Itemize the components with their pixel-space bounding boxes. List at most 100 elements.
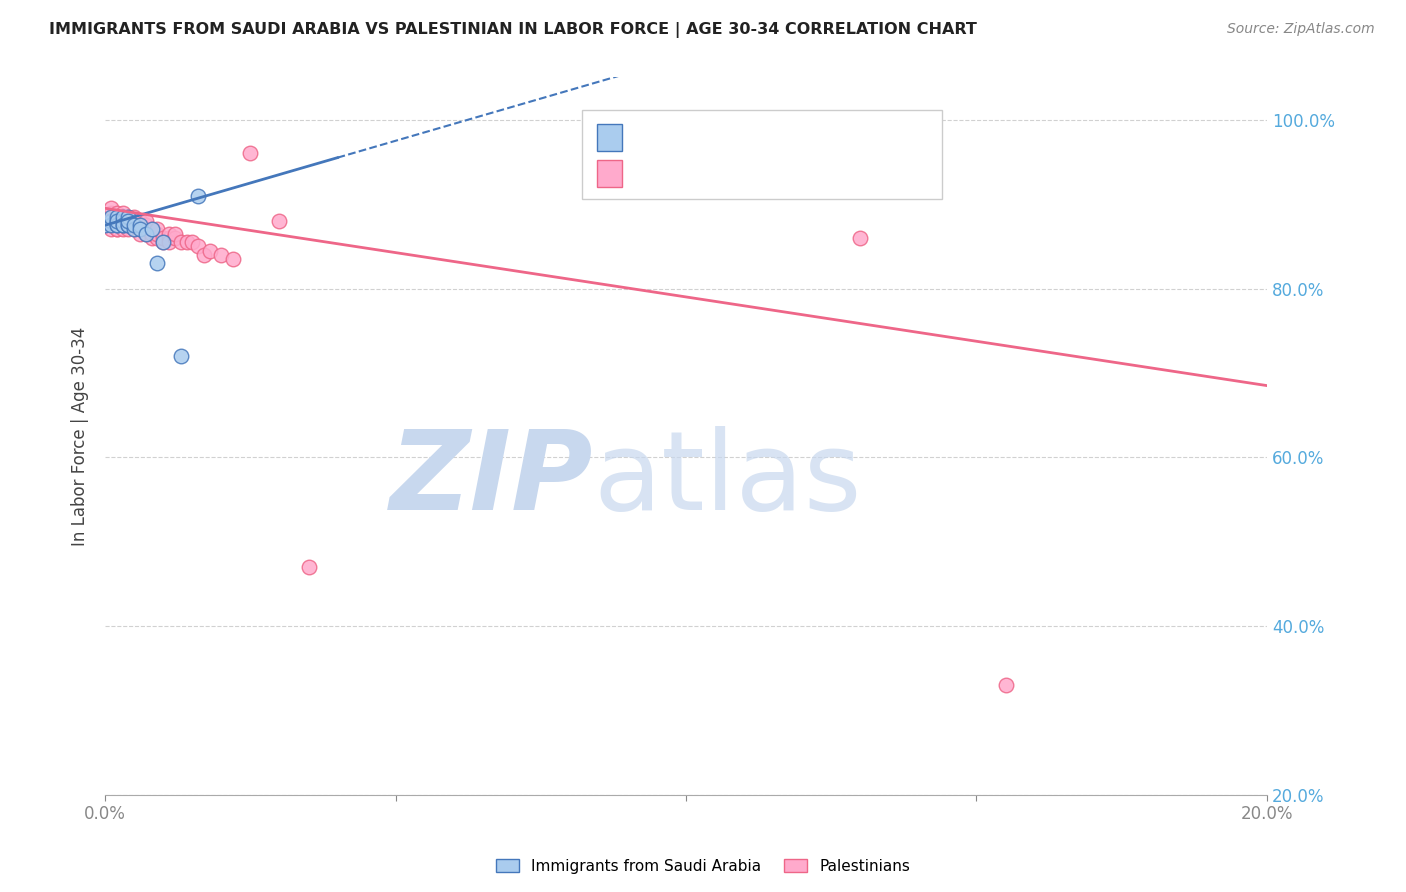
- Point: [163, 231, 186, 245]
- Point: [170, 235, 193, 249]
- Point: [111, 214, 134, 228]
- Point: [111, 218, 134, 232]
- Point: [198, 244, 221, 258]
- Point: [187, 239, 209, 253]
- Point: [117, 214, 139, 228]
- Point: [111, 218, 134, 232]
- Point: [122, 218, 145, 232]
- Point: [152, 235, 174, 249]
- Point: [100, 214, 122, 228]
- Point: [187, 188, 209, 202]
- Legend: Immigrants from Saudi Arabia, Palestinians: Immigrants from Saudi Arabia, Palestinia…: [489, 853, 917, 880]
- Point: [141, 222, 163, 236]
- Text: IMMIGRANTS FROM SAUDI ARABIA VS PALESTINIAN IN LABOR FORCE | AGE 30-34 CORRELATI: IMMIGRANTS FROM SAUDI ARABIA VS PALESTIN…: [49, 22, 977, 38]
- Point: [117, 218, 139, 232]
- Point: [181, 235, 204, 249]
- Point: [193, 248, 215, 262]
- Point: [129, 222, 152, 236]
- Point: [152, 235, 174, 249]
- Point: [122, 214, 145, 228]
- Point: [129, 218, 152, 232]
- Point: [129, 218, 152, 232]
- Point: [176, 235, 198, 249]
- Point: [105, 214, 128, 228]
- Point: [146, 256, 169, 270]
- Point: [222, 252, 245, 266]
- Point: [117, 214, 139, 228]
- Point: [297, 560, 319, 574]
- FancyBboxPatch shape: [582, 110, 942, 200]
- Point: [100, 214, 122, 228]
- Point: [146, 227, 169, 241]
- Point: [100, 210, 122, 224]
- Point: [117, 214, 139, 228]
- Point: [105, 205, 128, 219]
- Point: [105, 218, 128, 232]
- Point: [170, 349, 193, 363]
- Point: [129, 218, 152, 232]
- Y-axis label: In Labor Force | Age 30-34: In Labor Force | Age 30-34: [72, 326, 89, 546]
- Point: [122, 218, 145, 232]
- Point: [105, 218, 128, 232]
- Point: [152, 231, 174, 245]
- FancyBboxPatch shape: [596, 160, 623, 187]
- Text: R = -0.348   N = 63: R = -0.348 N = 63: [634, 165, 825, 183]
- Point: [105, 210, 128, 224]
- Point: [129, 222, 152, 236]
- Point: [117, 210, 139, 224]
- Point: [117, 210, 139, 224]
- Point: [105, 218, 128, 232]
- Point: [105, 222, 128, 236]
- Text: R =  0.337   N = 28: R = 0.337 N = 28: [634, 128, 824, 146]
- FancyBboxPatch shape: [596, 124, 623, 152]
- Point: [117, 218, 139, 232]
- Point: [239, 146, 262, 161]
- Point: [849, 231, 872, 245]
- Point: [105, 214, 128, 228]
- Point: [100, 218, 122, 232]
- Point: [105, 222, 128, 236]
- Point: [122, 222, 145, 236]
- Point: [111, 218, 134, 232]
- Point: [141, 222, 163, 236]
- Point: [122, 210, 145, 224]
- Point: [994, 678, 1017, 692]
- Point: [129, 222, 152, 236]
- Text: Source: ZipAtlas.com: Source: ZipAtlas.com: [1227, 22, 1375, 37]
- Point: [111, 218, 134, 232]
- Point: [105, 210, 128, 224]
- Text: atlas: atlas: [593, 425, 862, 533]
- Point: [135, 214, 157, 228]
- Point: [100, 205, 122, 219]
- Text: ZIP: ZIP: [389, 425, 593, 533]
- Point: [111, 222, 134, 236]
- Point: [100, 222, 122, 236]
- Point: [135, 227, 157, 241]
- Point: [105, 214, 128, 228]
- Point: [129, 227, 152, 241]
- Point: [111, 210, 134, 224]
- Point: [117, 218, 139, 232]
- Point: [111, 205, 134, 219]
- Point: [157, 235, 180, 249]
- Point: [100, 218, 122, 232]
- Point: [129, 214, 152, 228]
- Point: [141, 231, 163, 245]
- Point: [157, 227, 180, 241]
- Point: [146, 231, 169, 245]
- Point: [135, 227, 157, 241]
- Point: [146, 222, 169, 236]
- Point: [100, 202, 122, 216]
- Point: [163, 227, 186, 241]
- Point: [269, 214, 291, 228]
- Point: [117, 222, 139, 236]
- Point: [122, 222, 145, 236]
- Point: [111, 210, 134, 224]
- Point: [94, 218, 117, 232]
- Point: [135, 218, 157, 232]
- Point: [100, 210, 122, 224]
- Point: [135, 222, 157, 236]
- Point: [141, 227, 163, 241]
- Point: [209, 248, 232, 262]
- Point: [157, 231, 180, 245]
